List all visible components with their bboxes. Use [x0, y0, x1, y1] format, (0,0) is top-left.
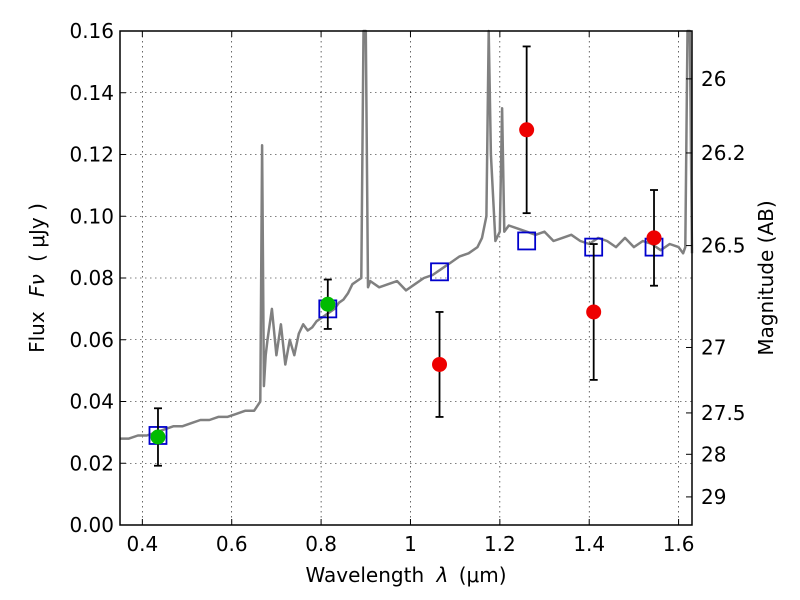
plot-frame — [119, 30, 693, 526]
y-tick-label: 0.12 — [69, 143, 114, 167]
y-tick-label: 0.04 — [69, 390, 114, 414]
y2-tick-label: 26 — [701, 67, 726, 91]
y-axis-label-prefix: Flux — [25, 311, 49, 353]
x-tick-label: 0.6 — [216, 532, 248, 556]
observed-red-point — [646, 230, 662, 246]
spectrum-layer — [120, 29, 694, 440]
y-axis-label: Flux Fν ( μJy ) — [25, 203, 49, 353]
x-axis-label-unit: (μm) — [459, 563, 507, 587]
observed-red-point — [586, 304, 602, 320]
x-axis-label: Wavelength λ (μm) — [305, 563, 506, 587]
x-tick-label: 1.2 — [484, 532, 516, 556]
x-tick-label: 1.6 — [663, 532, 695, 556]
y-axis-label-unit: ( μJy ) — [25, 203, 49, 262]
marker-layer — [148, 45, 664, 467]
observed-green-point — [150, 429, 166, 445]
y-tick-label: 0.10 — [69, 204, 114, 228]
x-tick-label: 0.8 — [305, 532, 337, 556]
y-tick-label: 0.02 — [69, 451, 114, 475]
tick-layer: 0.4 0.6 0.8 1 1.2 1.4 1.6 0.00 0.02 0.04 0.06 0.08 0… — [69, 19, 745, 556]
y2-tick-label: 27 — [701, 335, 726, 359]
model-spectrum-line — [120, 29, 694, 440]
x-tick-label: 1 — [404, 532, 417, 556]
y2-tick-label: 27.5 — [701, 401, 746, 425]
y-tick-label: 0.14 — [69, 81, 114, 105]
observed-red-point — [432, 356, 448, 372]
y-tick-label: 0.08 — [69, 266, 114, 290]
y-tick-label: 0.06 — [69, 328, 114, 352]
x-tick-label: 0.4 — [126, 532, 158, 556]
model-photometry-square — [430, 262, 449, 282]
x-tick-label: 1.4 — [573, 532, 605, 556]
y2-tick-label: 28 — [701, 442, 726, 466]
observed-red-point — [519, 122, 535, 138]
y2-tick-label: 29 — [701, 485, 726, 509]
observed-green-point — [320, 296, 336, 312]
x-axis-label-symbol: λ — [436, 563, 449, 587]
y-tick-label: 0.00 — [69, 513, 114, 537]
grid-lines — [120, 30, 692, 526]
y-axis-label-symbol: Fν — [25, 274, 49, 297]
y2-tick-label: 26.5 — [701, 234, 746, 258]
model-photometry-square — [517, 231, 537, 251]
x-axis-label-prefix: Wavelength — [305, 563, 424, 587]
y2-axis-label: Magnitude (AB) — [754, 200, 778, 355]
y-tick-label: 0.16 — [69, 19, 114, 43]
y2-tick-label: 26.2 — [701, 141, 746, 165]
